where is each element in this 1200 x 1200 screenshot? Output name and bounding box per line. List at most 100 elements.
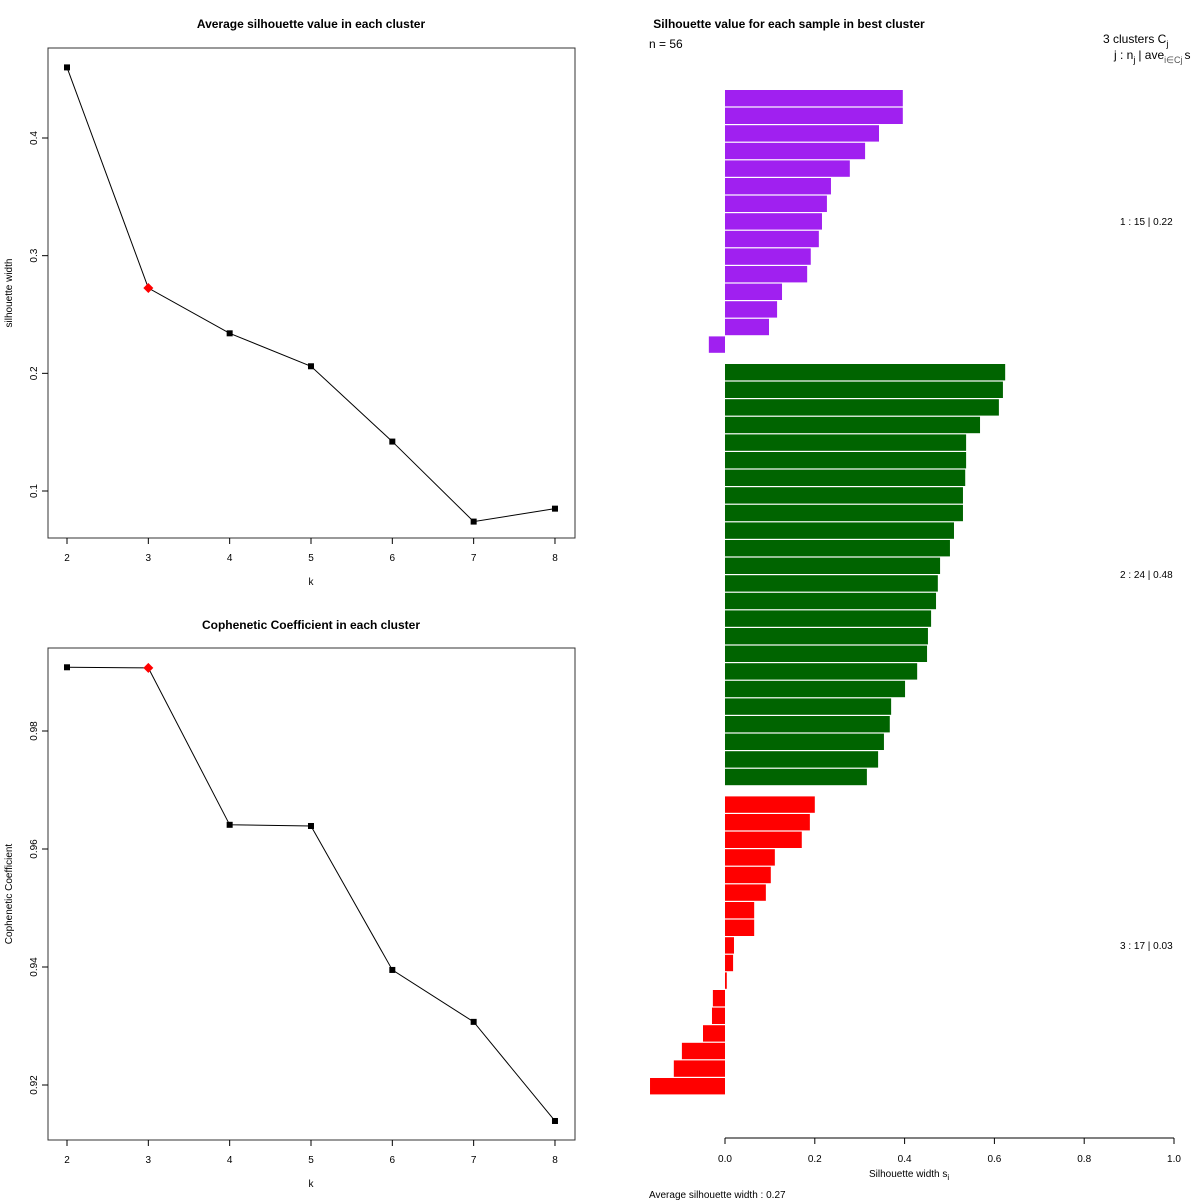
silhouette-bar xyxy=(650,1078,725,1095)
silhouette-bar xyxy=(725,469,966,486)
x-axis-label: Silhouette width si xyxy=(869,1169,949,1182)
silhouette-bar xyxy=(725,557,941,574)
x-tick-label: 7 xyxy=(471,553,477,564)
data-point xyxy=(64,64,70,71)
silhouette-bar xyxy=(725,522,954,539)
silhouette-bar-chart xyxy=(650,90,1175,1144)
silhouette-bar xyxy=(725,716,890,733)
y-tick-label: 0.98 xyxy=(29,721,40,741)
cophenetic-chart xyxy=(42,647,576,1146)
silhouette-bar xyxy=(725,364,1006,381)
x-axis-label: k xyxy=(309,577,315,588)
silhouette-bar xyxy=(725,107,903,124)
silhouette-bar xyxy=(725,796,815,813)
x-tick-label: 0.6 xyxy=(987,1154,1001,1165)
chart-title: Cophenetic Coefficient in each cluster xyxy=(202,618,420,632)
x-tick-label: 0.0 xyxy=(718,1154,732,1165)
cluster-label: 3 : 17 | 0.03 xyxy=(1120,941,1173,952)
series-line xyxy=(66,666,556,1122)
silhouette-bar xyxy=(725,592,937,610)
silhouette-bar xyxy=(725,884,766,901)
plot-frame xyxy=(47,47,576,539)
data-point xyxy=(551,1117,558,1124)
x-axis-label: k xyxy=(309,1179,315,1190)
silhouette-bar xyxy=(725,230,819,248)
y-axis-label: silhouette width xyxy=(4,259,15,328)
y-tick-label: 0.4 xyxy=(29,131,40,145)
silhouette-bar xyxy=(725,663,918,680)
silhouette-bar xyxy=(725,125,880,142)
silhouette-bar xyxy=(681,1042,725,1060)
silhouette-bar xyxy=(725,504,963,522)
y-tick-label: 0.94 xyxy=(29,957,40,977)
average-silhouette-width: Average silhouette width : 0.27 xyxy=(649,1190,786,1200)
series-line xyxy=(66,67,556,523)
silhouette-bar xyxy=(725,919,755,936)
y-axis-label: Cophenetic Coefficient xyxy=(4,844,15,945)
x-tick-label: 1.0 xyxy=(1167,1154,1181,1165)
x-tick-label: 0.8 xyxy=(1077,1154,1091,1165)
best-k-point xyxy=(143,283,154,294)
x-tick-label: 4 xyxy=(227,1155,233,1166)
silhouette-bar xyxy=(725,751,879,768)
cluster-label: 1 : 15 | 0.22 xyxy=(1120,217,1173,228)
silhouette-bar xyxy=(725,680,906,698)
silhouette-bar xyxy=(725,452,967,469)
x-tick-label: 6 xyxy=(390,553,396,564)
silhouette-bar xyxy=(725,160,850,177)
silhouette-bar xyxy=(725,266,808,283)
chart-title: Silhouette value for each sample in best… xyxy=(653,17,925,31)
silhouette-bar xyxy=(711,1007,725,1024)
data-point xyxy=(470,1018,477,1025)
silhouette-bar xyxy=(725,434,967,451)
silhouette-bar xyxy=(725,972,727,989)
y-tick-label: 0.3 xyxy=(29,248,40,262)
silhouette-bar xyxy=(712,990,725,1007)
silhouette-bar xyxy=(708,336,725,353)
silhouette-bar xyxy=(725,698,892,715)
silhouette-bar xyxy=(725,954,734,972)
x-tick-label: 0.2 xyxy=(808,1154,822,1165)
plot-frame xyxy=(47,647,576,1141)
silhouette-bar xyxy=(725,540,950,557)
silhouette-bar xyxy=(725,487,963,504)
x-tick-label: 4 xyxy=(227,553,233,564)
x-tick-label: 7 xyxy=(471,1155,477,1166)
y-tick-label: 0.92 xyxy=(29,1075,40,1095)
silhouette-bar xyxy=(725,849,775,866)
silhouette-bar xyxy=(725,178,831,195)
data-point xyxy=(307,363,314,370)
x-tick-label: 3 xyxy=(146,1155,152,1166)
silhouette-bar xyxy=(725,248,811,265)
legend-header: 3 clusters Cj xyxy=(1103,32,1168,49)
silhouette-bar xyxy=(725,301,778,318)
x-tick-label: 8 xyxy=(552,1155,558,1166)
silhouette-bar xyxy=(725,645,928,662)
x-tick-label: 5 xyxy=(308,1155,314,1166)
silhouette-bar xyxy=(725,90,903,107)
silhouette-chart xyxy=(42,47,576,544)
silhouette-bar xyxy=(725,399,999,416)
silhouette-bar xyxy=(725,733,884,750)
sample-count: n = 56 xyxy=(649,37,683,51)
data-point xyxy=(307,822,314,829)
silhouette-bar xyxy=(725,768,867,786)
silhouette-bar xyxy=(725,142,866,160)
silhouette-bar xyxy=(725,381,1003,398)
x-tick-label: 2 xyxy=(64,553,70,564)
silhouette-bar xyxy=(702,1025,725,1042)
silhouette-bar xyxy=(725,213,822,230)
data-point xyxy=(64,664,70,671)
x-tick-label: 0.4 xyxy=(898,1154,912,1165)
data-point xyxy=(551,505,558,512)
cluster-label: 2 : 24 | 0.48 xyxy=(1120,570,1173,581)
x-tick-label: 3 xyxy=(146,553,152,564)
silhouette-bar xyxy=(725,831,802,848)
best-k-point xyxy=(143,662,154,673)
x-tick-label: 5 xyxy=(308,553,314,564)
data-point xyxy=(389,966,396,973)
data-point xyxy=(389,438,396,445)
chart-title: Average silhouette value in each cluster xyxy=(197,17,426,31)
data-point xyxy=(226,330,233,337)
